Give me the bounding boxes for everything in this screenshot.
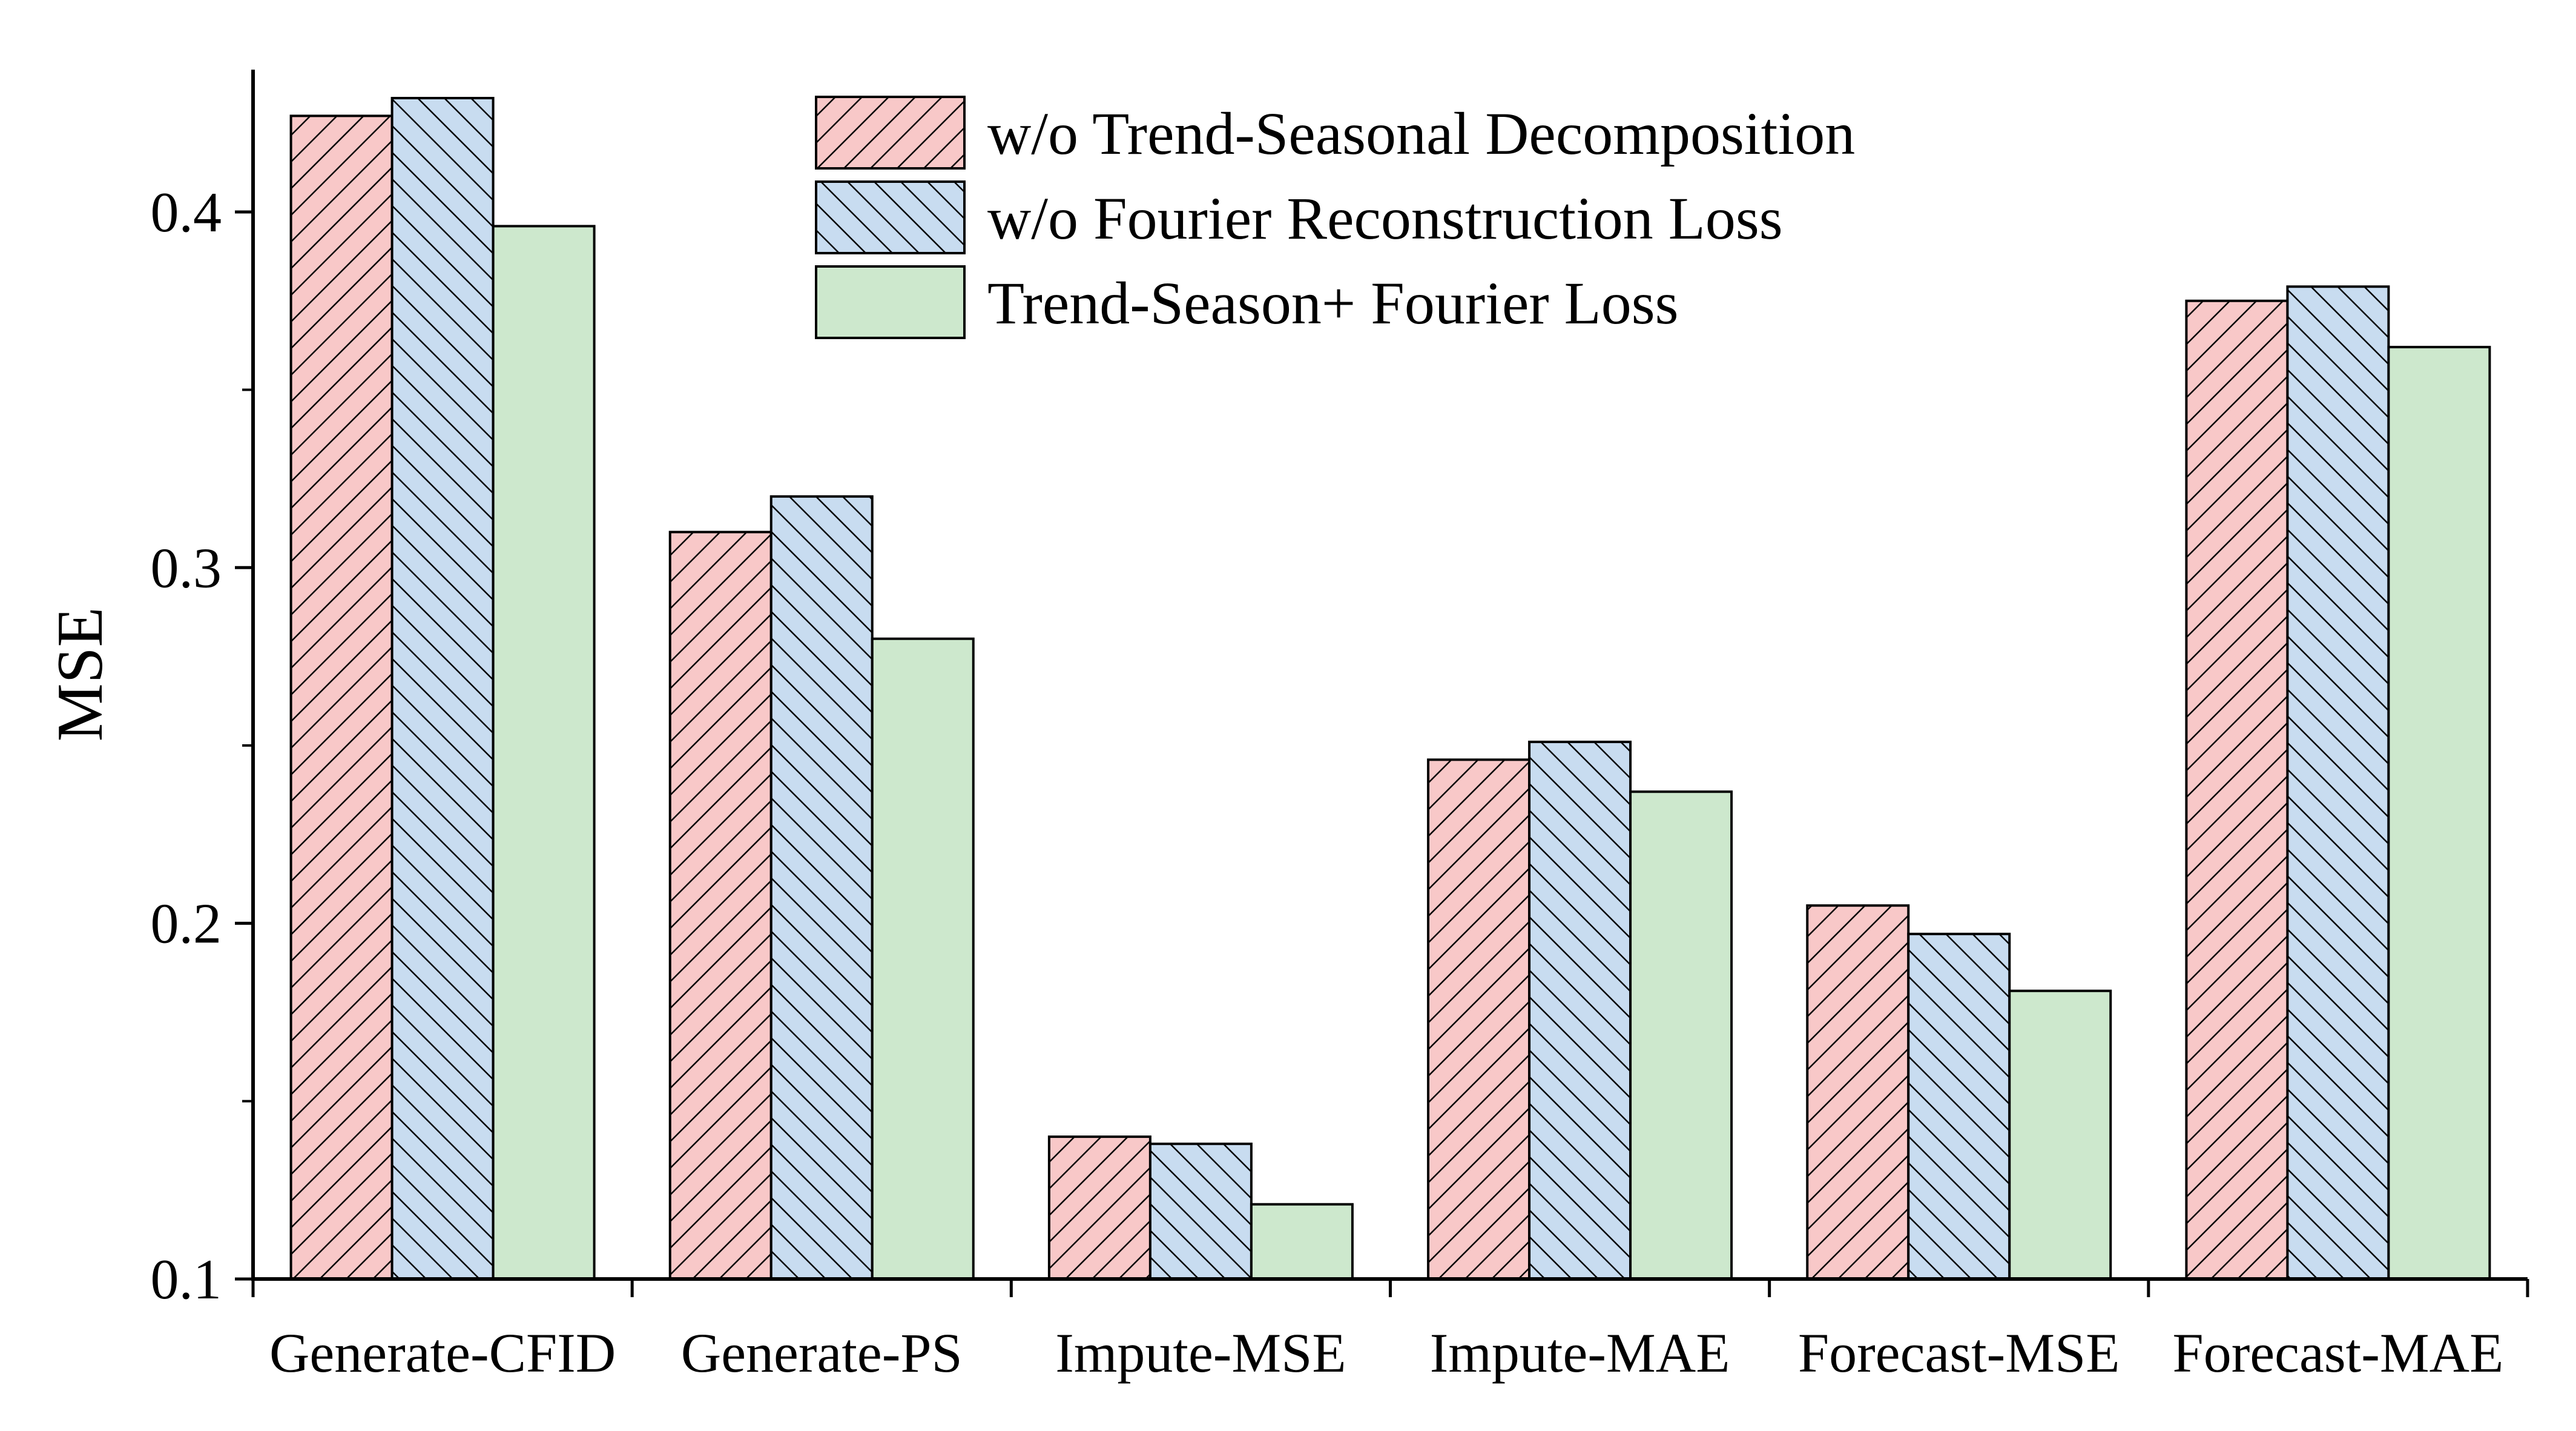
bar-impute-mse-s3 bbox=[1251, 1204, 1352, 1279]
bar-impute-mse-s2-hatch bbox=[1150, 1143, 1251, 1279]
y-tick-label-2: 0.3 bbox=[151, 537, 222, 600]
x-tick-label-generate-cfid: Generate-CFID bbox=[269, 1322, 616, 1384]
bar-impute-mse-s1-hatch bbox=[1049, 1137, 1150, 1279]
legend-item-2-swatch-hatch bbox=[816, 182, 964, 253]
bar-forecast-mae-s3 bbox=[2388, 347, 2490, 1280]
y-axis-title: MSE bbox=[44, 607, 116, 741]
y-tick-label-0: 0.1 bbox=[151, 1248, 222, 1311]
x-tick-label-forecast-mae: Forecast-MAE bbox=[2173, 1322, 2504, 1384]
legend-item-2-swatch-outline bbox=[815, 180, 966, 254]
y-tick-label-3: 0.4 bbox=[151, 181, 222, 244]
bar-generate-ps-s3 bbox=[872, 638, 973, 1279]
bar-generate-ps-s1-hatch bbox=[670, 532, 771, 1279]
bar-forecast-mse-s2-hatch bbox=[1908, 934, 2010, 1279]
x-tick-label-impute-mse: Impute-MSE bbox=[1055, 1322, 1346, 1384]
bar-generate-cfid-s1-hatch bbox=[291, 116, 392, 1280]
x-tick-label-generate-ps: Generate-PS bbox=[681, 1322, 963, 1384]
x-tick-label-impute-mae: Impute-MAE bbox=[1430, 1322, 1730, 1384]
legend-item-3-swatch bbox=[816, 266, 964, 338]
bar-generate-cfid-s2-hatch bbox=[392, 97, 493, 1279]
bar-impute-mae-s2-hatch bbox=[1529, 742, 1631, 1279]
legend: w/o Trend-Seasonal Decomposition w/o Four… bbox=[815, 96, 1855, 339]
legend-item-1-swatch-hatch bbox=[816, 97, 964, 168]
bar-forecast-mae-s2-hatch bbox=[2287, 286, 2389, 1280]
axes-group: Generate-CFID Generate-PS Impute-MSE Impute… bbox=[44, 70, 2529, 1384]
y-tick-label-1: 0.2 bbox=[151, 893, 222, 956]
legend-item-3-label: Trend-Season+ Fourier Loss bbox=[987, 269, 1679, 337]
bar-generate-cfid-s3 bbox=[493, 226, 595, 1279]
bar-impute-mae-s1-hatch bbox=[1428, 759, 1530, 1279]
legend-item-1-swatch-outline bbox=[815, 96, 966, 170]
bar-generate-ps-s2-hatch bbox=[771, 496, 872, 1280]
bar-impute-mae-s3 bbox=[1630, 792, 1732, 1279]
bars-group bbox=[289, 96, 2491, 1281]
legend-item-2-label: w/o Fourier Reconstruction Loss bbox=[987, 185, 1783, 252]
bar-forecast-mse-s1-hatch bbox=[1807, 905, 1909, 1279]
legend-item-1-label: w/o Trend-Seasonal Decomposition bbox=[987, 100, 1855, 167]
legend-item-3-swatch-outline bbox=[815, 265, 966, 339]
bar-forecast-mae-s1-hatch bbox=[2186, 300, 2288, 1279]
x-tick-label-forecast-mse: Forecast-MSE bbox=[1798, 1322, 2120, 1384]
bar-forecast-mse-s3 bbox=[2009, 991, 2111, 1279]
